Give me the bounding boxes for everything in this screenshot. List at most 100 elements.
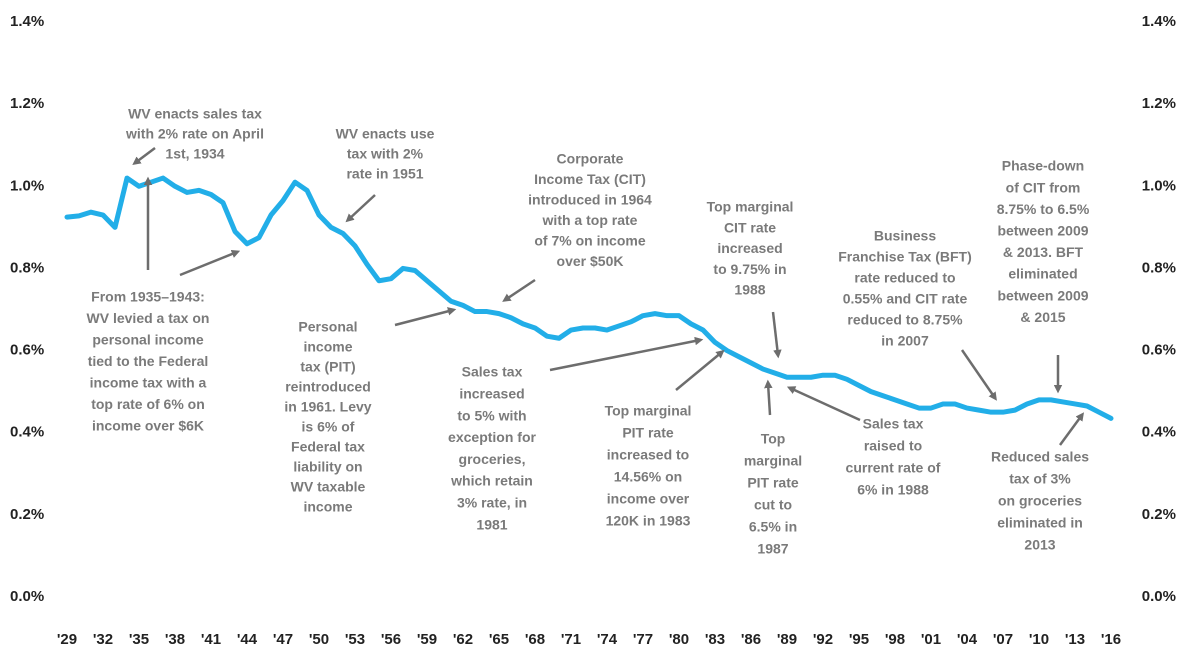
annotation: Top marginal PIT rate increased to 14.56% o… (605, 403, 692, 529)
annotation-line: exception for (448, 429, 536, 445)
annotation-line: marginal (744, 453, 802, 469)
x-tick-label: '32 (93, 631, 113, 648)
annotation-line: 6.5% in (749, 519, 797, 535)
annotation-line: WV enacts use (336, 126, 435, 142)
annotation-line: 120K in 1983 (606, 513, 691, 529)
annotation-line: increased (717, 240, 782, 256)
annotation-line: WV enacts sales tax (128, 106, 262, 122)
annotation: WV enacts use tax with 2% rate in 1951 (336, 126, 435, 182)
annotation-line: 14.56% on (614, 469, 682, 485)
x-tick-label: '68 (525, 631, 545, 648)
x-tick-label: '92 (813, 631, 833, 648)
annotation-line: Income Tax (CIT) (534, 171, 646, 187)
y2-tick-label: 1.0% (1142, 177, 1176, 194)
annotation-line: cut to (754, 497, 792, 513)
x-tick-label: '95 (849, 631, 869, 648)
annotation: WV enacts sales tax with 2% rate on April… (125, 106, 264, 162)
annotation-line: Reduced sales (991, 449, 1089, 465)
y-tick-label: 1.2% (10, 95, 44, 112)
annotation-line: current rate of (846, 460, 941, 476)
annotation-line: in 2007 (881, 333, 929, 349)
annotation-arrow (394, 307, 457, 327)
annotation-line: income over (607, 491, 690, 507)
y2-tick-label: 1.4% (1142, 13, 1176, 30)
x-tick-label: '10 (1029, 631, 1049, 648)
annotation-line: income tax with a (90, 375, 207, 391)
x-tick-label: '35 (129, 631, 149, 648)
annotation-line: 6% in 1988 (857, 482, 929, 498)
annotation-line: personal income (92, 332, 203, 348)
annotation-line: in 1961. Levy (284, 399, 371, 415)
annotation-line: over $50K (557, 253, 624, 269)
annotation-line: 1st, 1934 (165, 146, 224, 162)
annotation: Personal income tax (PIT) reintroduced in 19… (284, 319, 371, 515)
annotation-line: between 2009 (997, 287, 1088, 303)
annotation-line: raised to (864, 438, 922, 454)
annotation-arrow (179, 249, 241, 277)
annotation-line: 8.75% to 6.5% (997, 201, 1090, 217)
annotation-line: Personal (298, 319, 357, 335)
annotation-line: is 6% of (302, 419, 355, 435)
annotation-line: Top (761, 431, 786, 447)
annotation-line: & 2013. BFT (1003, 244, 1084, 260)
x-tick-label: '13 (1065, 631, 1085, 648)
annotation-line: WV taxable (291, 479, 366, 495)
annotation-line: Top marginal (707, 199, 794, 215)
x-tick-label: '01 (921, 631, 941, 648)
annotation-line: Sales tax (863, 416, 924, 432)
annotation: Top marginal CIT rate increased to 9.75% in… (707, 199, 794, 298)
annotation-line: 1988 (734, 282, 765, 298)
annotation-line: income (303, 499, 352, 515)
x-tick-label: '41 (201, 631, 221, 648)
annotation-arrow (771, 311, 782, 359)
annotation-line: Sales tax (462, 364, 523, 380)
y2-tick-label: 0.0% (1142, 588, 1176, 605)
x-tick-label: '53 (345, 631, 365, 648)
y2-tick-label: 0.6% (1142, 342, 1176, 359)
x-tick-label: '56 (381, 631, 401, 648)
y2-tick-label: 0.2% (1142, 506, 1176, 523)
y-tick-label: 0.6% (10, 342, 44, 359)
x-tick-label: '29 (57, 631, 77, 648)
annotation-line: Corporate (557, 151, 624, 167)
annotation-arrow (675, 349, 725, 391)
annotation: Reduced sales tax of 3% on groceries elimin… (991, 449, 1089, 553)
annotation-line: with 2% rate on April (125, 126, 264, 142)
annotation-line: income (303, 339, 352, 355)
annotation-line: income over $6K (92, 418, 204, 434)
annotation-line: tax with 2% (347, 146, 424, 162)
annotation-line: Top marginal (605, 403, 692, 419)
annotation-line: 2013 (1024, 537, 1055, 553)
x-tick-label: '59 (417, 631, 437, 648)
y-tick-label: 0.4% (10, 424, 44, 441)
annotation-line: tax of 3% (1009, 471, 1071, 487)
annotation-line: with a top rate (542, 212, 638, 228)
annotation-line: increased to (607, 447, 689, 463)
y-tick-label: 0.8% (10, 259, 44, 276)
annotation-arrow (1058, 412, 1085, 446)
y2-tick-label: 0.4% (1142, 424, 1176, 441)
annotation-arrow (786, 386, 861, 422)
annotation: Corporate Income Tax (CIT) introduced in 1… (528, 151, 652, 270)
annotation: Sales tax increased to 5% with exception fo… (448, 364, 536, 533)
annotation-line: rate in 1951 (346, 166, 423, 182)
annotation-line: 1987 (757, 541, 788, 557)
annotation-line: of CIT from (1006, 179, 1081, 195)
data-line (64, 175, 1114, 421)
annotation-line: to 5% with (457, 407, 526, 423)
y-tick-label: 0.2% (10, 506, 44, 523)
annotation-line: top rate of 6% on (91, 396, 205, 412)
annotation-line: Franchise Tax (BFT) (838, 249, 972, 265)
x-tick-label: '74 (597, 631, 618, 648)
annotation-line: on groceries (998, 493, 1082, 509)
x-tick-label: '80 (669, 631, 689, 648)
annotation-arrow (502, 278, 536, 302)
annotation-line: reduced to 8.75% (847, 312, 963, 328)
annotation-line: PIT rate (747, 475, 799, 491)
x-tick-label: '65 (489, 631, 509, 648)
annotation-line: reintroduced (285, 379, 371, 395)
annotation: Sales tax raised to current rate of 6% in 1… (846, 416, 941, 498)
x-tick-label: '89 (777, 631, 797, 648)
